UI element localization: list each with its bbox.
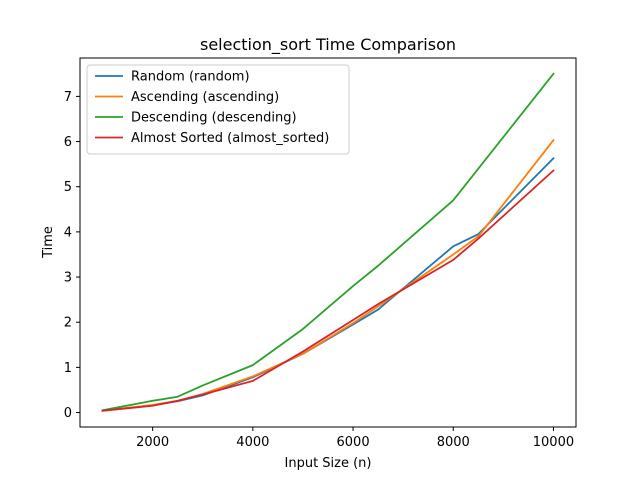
x-axis-ticks: 2000 4000 6000 8000 10000 <box>136 427 574 450</box>
legend-label-2: Descending (descending) <box>131 111 297 126</box>
y-tick-label-3: 3 <box>64 271 72 286</box>
x-tick-label-2: 6000 <box>337 435 370 450</box>
series-line-3 <box>101 169 555 412</box>
series-line-2 <box>101 72 555 412</box>
legend-label-0: Random (random) <box>131 70 250 85</box>
x-tick-label-3: 8000 <box>437 435 470 450</box>
y-tick-label-6: 6 <box>64 135 72 150</box>
y-axis-ticks: 0 1 2 3 4 5 6 7 <box>64 90 80 421</box>
y-tick-label-2: 2 <box>64 316 72 331</box>
x-tick-label-0: 2000 <box>136 435 169 450</box>
y-tick-label-4: 4 <box>64 225 72 240</box>
x-tick-label-4: 10000 <box>533 435 574 450</box>
chart-title: selection_sort Time Comparison <box>200 35 456 55</box>
x-axis-label: Input Size (n) <box>285 456 372 471</box>
legend-box <box>86 64 350 155</box>
y-tick-label-0: 0 <box>64 406 72 421</box>
legend-label-3: Almost Sorted (almost_sorted) <box>131 131 329 146</box>
plot-frame <box>79 57 577 428</box>
legend: Random (random) Ascending (ascending) Desc… <box>86 64 350 155</box>
y-axis-label: Time <box>41 226 56 259</box>
plot-lines <box>101 72 555 412</box>
legend-label-1: Ascending (ascending) <box>131 90 279 105</box>
x-tick-label-1: 4000 <box>236 435 269 450</box>
y-tick-label-7: 7 <box>64 90 72 105</box>
y-tick-label-5: 5 <box>64 180 72 195</box>
y-tick-label-1: 1 <box>64 361 72 376</box>
